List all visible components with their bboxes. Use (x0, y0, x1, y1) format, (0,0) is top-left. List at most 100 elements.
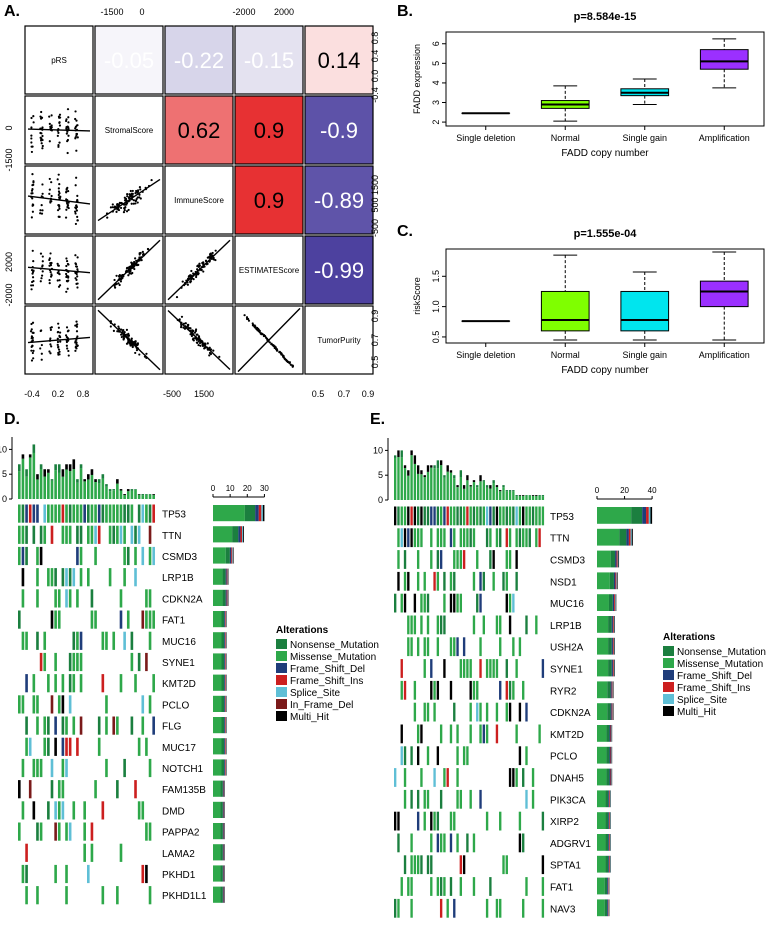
mutation-cell (21, 504, 25, 523)
top-tick-label: 10 (373, 445, 383, 455)
gene-label: LRP1B (550, 621, 582, 632)
scatter-point (65, 208, 68, 211)
sample-burden-bar (123, 494, 126, 495)
gene-count-bar (614, 594, 616, 611)
scatter-point (50, 200, 53, 203)
scatter-point (48, 177, 51, 181)
sample-burden-bar (462, 488, 466, 500)
gene-count-bar (617, 572, 618, 590)
sample-burden-bar (108, 489, 112, 492)
mutation-cell (90, 610, 94, 629)
scatter-point (218, 355, 221, 358)
mutation-cell (97, 716, 101, 735)
mutation-cell (525, 615, 528, 635)
scatter-point (58, 215, 61, 218)
y-tick-label: 2 (431, 120, 441, 125)
scatter-point (134, 202, 137, 205)
scatter-point (106, 216, 109, 219)
mutation-cell (141, 610, 145, 629)
scatter-point (65, 132, 68, 135)
axis-tick-label: 2000 (4, 252, 14, 272)
mutation-cell (462, 528, 466, 548)
mutation-cell (79, 652, 83, 672)
scatter-point (40, 110, 43, 114)
mutation-cell (499, 528, 502, 548)
mutation-cell (61, 525, 65, 544)
mutation-cell (492, 571, 495, 591)
gene-count-bar (221, 611, 225, 628)
gene-count-bar (609, 855, 610, 873)
mutation-cell (83, 843, 86, 862)
gene-count-bar (222, 589, 226, 606)
scatter-point (282, 356, 285, 359)
mutation-cell (433, 506, 436, 526)
scatter-point (129, 189, 132, 193)
mutation-cell (407, 528, 410, 548)
count-tick-label: 0 (595, 486, 600, 495)
mutation-cell (515, 571, 518, 591)
legend-label: Missense_Mutation (290, 652, 376, 663)
scatter-point (135, 349, 139, 352)
mutation-cell (416, 550, 420, 569)
gene-count-bar (222, 844, 224, 861)
gene-count-bar (597, 812, 606, 829)
mutation-cell (105, 758, 108, 778)
gene-count-bar (225, 695, 226, 712)
scatter-point (32, 269, 35, 272)
sample-burden-bar (123, 494, 126, 499)
plot-frame (445, 31, 765, 127)
scatter-point (180, 326, 183, 329)
gene-count-bar (225, 653, 226, 670)
mutation-cell (119, 525, 123, 544)
scatter-point (49, 270, 52, 274)
mutation-cell (119, 589, 123, 608)
scatter-point (41, 147, 44, 150)
gene-count-bar (255, 505, 259, 522)
scatter-point (40, 142, 43, 145)
mutation-cell (145, 610, 148, 629)
scatter-point (66, 108, 70, 111)
sample-burden-bar (426, 471, 430, 500)
mutation-cell (72, 568, 76, 587)
sample-burden-bar (397, 457, 400, 500)
mutation-cell (413, 680, 417, 700)
scatter-point (74, 136, 77, 139)
scatter-point (125, 342, 129, 345)
scatter-point (31, 321, 35, 324)
mutation-cell (57, 504, 61, 523)
mutation-cell (148, 631, 152, 650)
scatter-point (74, 346, 77, 349)
mutation-cell (394, 898, 397, 918)
scatter-point (76, 194, 79, 197)
mutation-cell (112, 504, 116, 523)
box (699, 49, 749, 70)
mutation-cell (87, 864, 90, 884)
mutation-cell (68, 652, 72, 672)
sample-burden-bar (535, 495, 538, 496)
mutation-cell (79, 546, 83, 566)
mutation-cell (505, 528, 508, 548)
mutation-cell (489, 659, 492, 678)
mutation-cell (469, 659, 472, 678)
mutation-cell (47, 737, 50, 756)
mutation-cell (459, 877, 463, 896)
gene-count-bar (613, 637, 615, 655)
mutation-cell (97, 525, 101, 544)
scatter-point (189, 280, 193, 283)
mutation-cell (403, 746, 407, 766)
mutation-cell (413, 855, 417, 875)
scatter-point (65, 275, 68, 279)
axis-tick-label: 0.8 (77, 389, 90, 399)
mutation-cell (28, 737, 32, 756)
gene-count-bar (220, 780, 223, 797)
mutation-cell (495, 724, 499, 744)
correlation-cell (94, 25, 164, 95)
mutation-cell (515, 659, 518, 678)
sample-burden-bar (416, 465, 420, 474)
sample-burden-bar (538, 495, 541, 500)
scatter-point (49, 264, 53, 267)
mutation-cell (39, 822, 43, 841)
mutation-cell (420, 528, 423, 548)
gene-count-bar (604, 899, 608, 917)
sample-burden-bar (39, 469, 43, 499)
